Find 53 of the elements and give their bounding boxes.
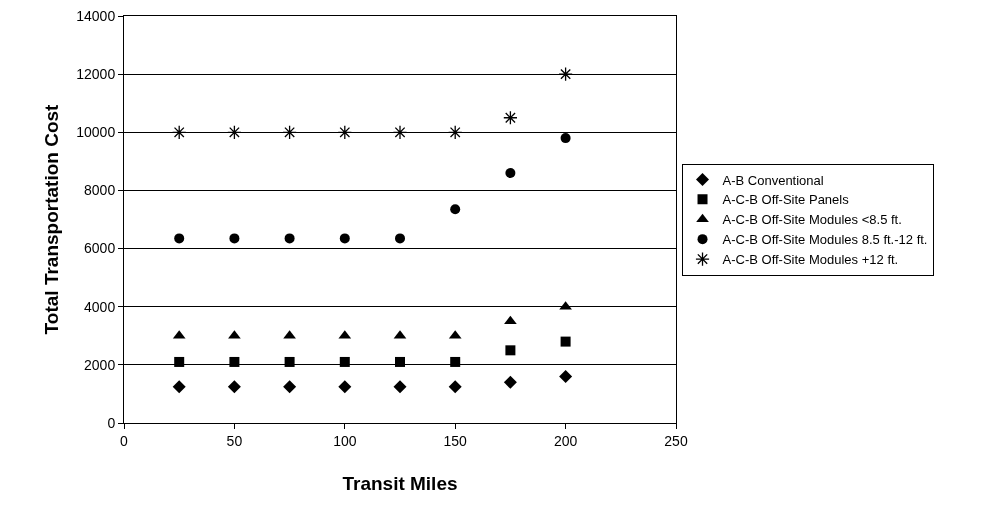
y-tick-label: 10000 <box>76 124 116 141</box>
point <box>505 167 516 178</box>
point <box>229 356 240 367</box>
point <box>392 125 408 140</box>
point <box>339 356 350 367</box>
y-tick-label: 8000 <box>84 182 116 199</box>
point <box>227 380 241 394</box>
x-tick-label: 100 <box>333 432 357 449</box>
point <box>450 356 461 367</box>
point <box>395 233 405 244</box>
point <box>283 380 297 394</box>
point <box>227 125 242 140</box>
point <box>174 356 185 367</box>
y-axis-title: Total Transportation Cost <box>41 103 63 335</box>
point <box>503 110 518 125</box>
point <box>395 356 405 367</box>
point <box>560 133 571 144</box>
x-tick-label: 50 <box>226 432 243 449</box>
point <box>282 125 297 140</box>
point <box>448 380 462 394</box>
x-tick-label: 200 <box>553 432 578 449</box>
y-tick-label: 2000 <box>84 356 116 373</box>
x-tick-label: 250 <box>664 432 688 449</box>
point <box>505 345 516 356</box>
point <box>393 380 407 394</box>
point <box>450 204 461 215</box>
legend-label: A-C-B Off-Site Modules +12 ft. <box>722 252 899 268</box>
legend-label: A-C-B Off-Site Modules 8.5 ft.-12 ft. <box>722 232 928 248</box>
point <box>172 380 186 394</box>
point <box>284 356 295 367</box>
x-tick-label: 0 <box>120 432 129 449</box>
point <box>558 66 573 82</box>
y-tick-label: 6000 <box>84 240 116 257</box>
point <box>503 375 517 389</box>
y-tick-label: 14000 <box>76 7 116 24</box>
point <box>560 336 571 347</box>
legend-label: A-C-B Off-Site Modules <8.5 ft. <box>722 212 902 228</box>
point <box>339 233 350 244</box>
point <box>559 369 573 383</box>
point <box>284 233 295 244</box>
point <box>229 233 240 244</box>
point <box>337 125 353 140</box>
y-tick-label: 12000 <box>76 66 116 83</box>
x-axis-title: Transit Miles <box>342 472 458 494</box>
y-tick-label: 4000 <box>84 298 116 315</box>
point <box>171 125 187 140</box>
y-tick-label: 0 <box>107 414 116 431</box>
point <box>338 380 352 394</box>
point <box>447 125 463 140</box>
legend-label: A-B Conventional <box>722 172 824 188</box>
point <box>174 233 185 244</box>
legend-label: A-C-B Off-Site Panels <box>722 192 850 208</box>
x-tick-label: 150 <box>443 432 468 449</box>
